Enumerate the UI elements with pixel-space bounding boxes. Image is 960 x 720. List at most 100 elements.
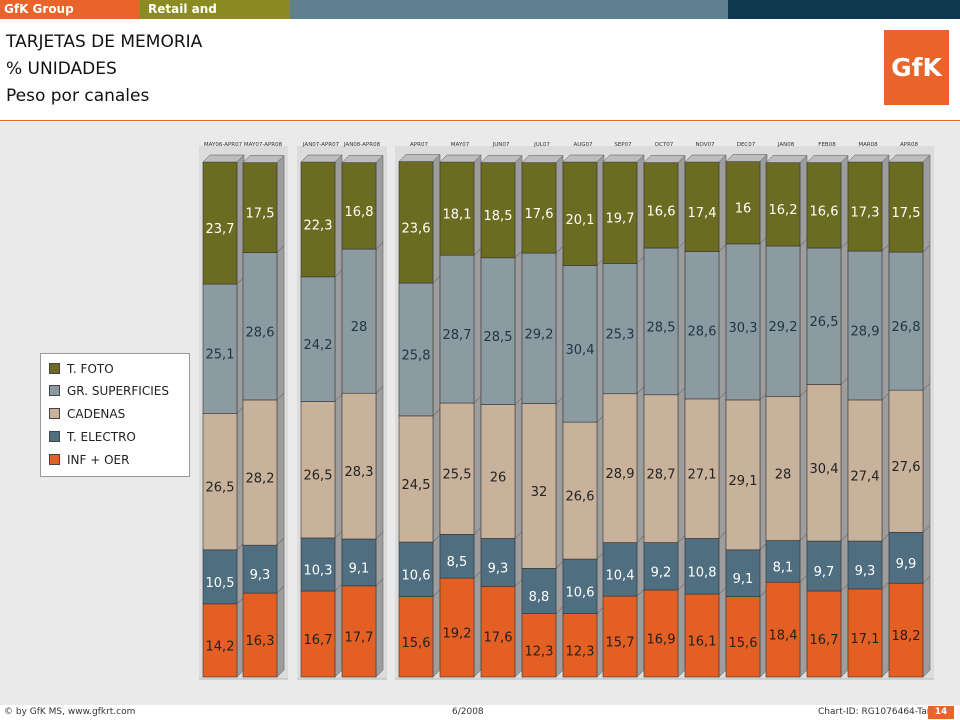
bar-segment-t-foto [643,162,679,249]
bar-side-face [276,245,285,401]
data-label: 28,3 [345,465,374,480]
data-label: 25,3 [606,328,635,343]
category-label: JUN07 [492,142,510,148]
bar-side-face [514,396,523,540]
bar-segment-gr-superficies [765,245,801,397]
data-label: 10,4 [606,568,635,583]
legend-swatch [49,363,60,374]
bar-segment-t-electro [242,544,278,594]
bar-segment-t-electro [602,542,638,597]
bar-side-face [677,387,686,544]
data-label: 9,3 [855,564,876,579]
category-label: APR08 [900,142,918,148]
data-label: 17,4 [688,206,717,221]
data-label: 28,6 [688,324,717,339]
data-label: 19,7 [606,212,635,227]
data-label: 17,1 [851,632,880,647]
title-product: TARJETAS DE MEMORIA [6,32,203,52]
legend-label: CADENAS [67,407,126,421]
bar-top-face [480,155,523,163]
data-label: 26 [490,471,507,486]
bar-top-face [847,154,890,163]
data-label: 17,6 [484,631,513,646]
bar-segment-t-electro [439,534,475,579]
data-label: 26,8 [892,320,921,335]
data-label: 16 [735,202,752,217]
bar-segment-cadenas [521,403,557,569]
bar-side-face [922,524,931,584]
data-label: 28,5 [484,330,513,345]
bar-segment-cadenas [562,421,598,560]
data-label: 24,5 [402,478,431,493]
bar-segment-t-electro [300,537,336,592]
bar-side-face [840,583,849,678]
bar-top-face [643,155,686,163]
category-label: JAN08-APR08 [343,142,381,148]
data-label: 9,2 [651,565,672,580]
bar-side-face [276,392,285,546]
bar-side-face [555,245,564,405]
data-label: 15,6 [729,636,758,651]
bar-side-face [840,376,849,542]
data-label: 16,7 [810,633,839,648]
category-label: SEP07 [614,142,632,148]
bar-segment-inf-oer [202,603,238,678]
data-label: 8,1 [773,560,794,575]
bar-side-face [375,154,384,250]
bar-side-face [922,244,931,391]
bar-segment-gr-superficies [888,251,924,391]
bar-side-face [840,154,849,249]
top-bar: GfK Group Retail and Technology [0,0,960,35]
bar-side-face [636,534,645,597]
bar-side-face [881,533,890,590]
header-divider [0,120,960,121]
bar-side-face [473,570,482,678]
bar-segment-t-foto [684,161,720,252]
bar-side-face [276,585,285,678]
bar-segment-gr-superficies [521,252,557,404]
bar-side-face [432,275,441,417]
legend-swatch [49,431,60,442]
data-label: 28 [775,467,792,482]
bar-side-face [840,533,849,592]
data-label: 15,7 [606,636,635,651]
gfk-group-label: GfK Group [0,0,140,19]
data-label: 28,2 [246,472,275,487]
data-label: 9,3 [250,568,271,583]
bar-top-face [602,154,645,163]
bar-top-face [300,154,343,163]
bar-top-face [806,155,849,163]
bar-side-face [799,532,808,583]
chart-panel: 14,2 10,5 26,5 25,1 23,7 MAY06-APR07 16,3 9,3 28… [0,122,960,705]
bar-top-face [521,155,564,163]
bar-side-face [514,250,523,406]
bar-segment-cadenas [765,396,801,541]
data-label: 14,2 [206,639,235,654]
data-label: 26,5 [206,481,235,496]
bar-segment-gr-superficies [643,247,679,396]
bar-top-face [202,154,245,163]
bar-side-face [718,391,727,540]
bar-segment-inf-oer [765,581,801,678]
bar-segment-t-foto [480,162,516,259]
bar-segment-t-electro [202,549,238,605]
bar-side-face [276,154,285,254]
bar-side-face [677,534,686,591]
data-label: 28 [351,320,368,335]
data-label: 17,7 [345,630,374,645]
category-label: JUL07 [533,142,550,148]
category-label: APR07 [410,142,428,148]
bar-segment-t-foto [806,162,842,249]
data-label: 28,9 [606,467,635,482]
data-label: 28,5 [647,320,676,335]
bar-segment-t-electro [684,538,720,595]
data-label: 10,3 [304,563,333,578]
data-label: 10,5 [206,576,235,591]
category-label: MAY07-APR08 [244,142,283,148]
footer: © by GfK MS, www.gfkrt.com 6/2008 Chart-… [0,705,960,720]
bar-segment-inf-oer [300,590,336,678]
bar-segment-t-electro [765,540,801,583]
data-label: 12,3 [566,644,595,659]
bar-side-face [555,560,564,615]
data-label: 17,5 [246,207,275,222]
